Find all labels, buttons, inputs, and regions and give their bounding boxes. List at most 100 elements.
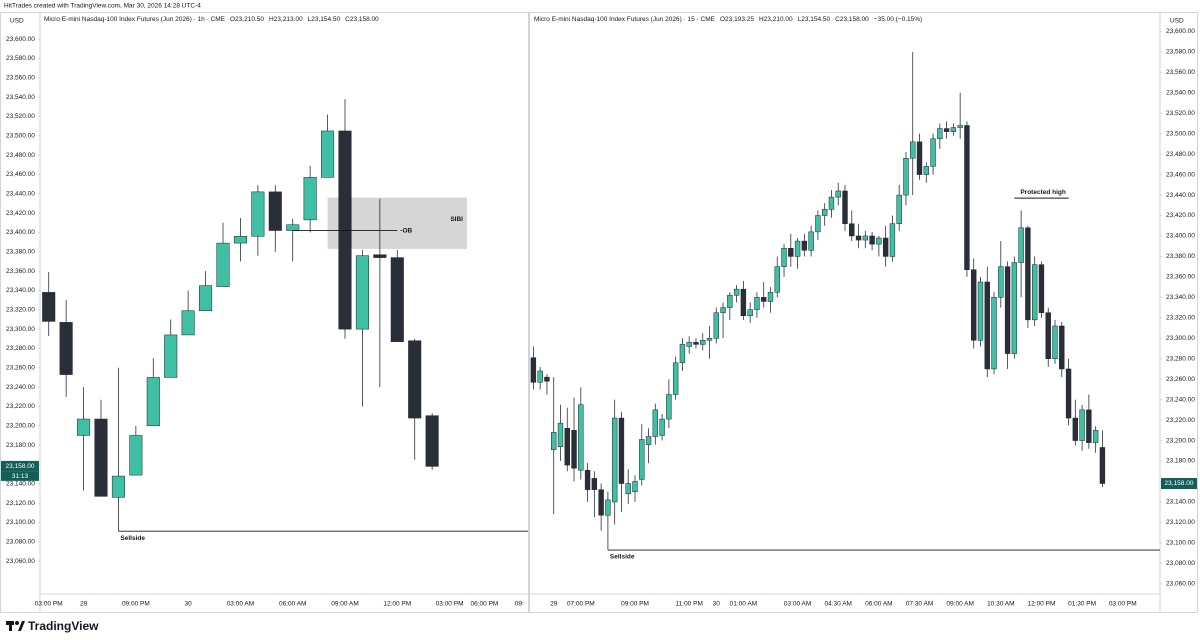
x-tick-label: 30 — [185, 601, 193, 608]
candle-body — [286, 224, 300, 231]
y-tick-label: 23,400.00 — [1166, 233, 1195, 240]
candle-body — [1065, 368, 1072, 419]
candle-body — [984, 281, 990, 370]
legend-value: O23,210.50 — [230, 16, 264, 23]
x-tick-label: 03:00 AM — [784, 601, 811, 608]
candle-body — [923, 166, 929, 175]
candle-body — [693, 342, 699, 345]
candle-body — [598, 489, 604, 516]
candle-body — [59, 322, 73, 375]
y-tick-label: 23,340.00 — [6, 287, 35, 294]
candle-body — [632, 481, 638, 492]
candle-body — [584, 469, 591, 490]
last-price-label: 23,158.00 — [1165, 480, 1194, 487]
candle-body — [950, 127, 957, 132]
candle-body — [578, 404, 584, 471]
candle-body — [808, 231, 814, 251]
candle-body — [199, 285, 213, 312]
legend-value: C23,158.00 — [835, 16, 869, 23]
y-tick-label: 23,460.00 — [6, 171, 35, 178]
y-tick-label: 23,320.00 — [6, 307, 35, 314]
y-tick-label: 23,460.00 — [1166, 171, 1195, 178]
x-tick-label: 09:00 PM — [621, 601, 649, 608]
candle-body — [774, 266, 780, 293]
level-label: Protected high — [1020, 189, 1066, 196]
candle-body — [551, 432, 557, 451]
candle-body — [564, 428, 570, 466]
candle-body — [164, 334, 178, 378]
y-tick-label: 23,180.00 — [6, 442, 35, 449]
y-tick-label: 23,120.00 — [6, 500, 35, 507]
candle-body — [747, 309, 753, 317]
candle-body — [181, 310, 195, 336]
candle-body — [544, 376, 550, 382]
candle-body — [842, 190, 848, 224]
candle-body — [943, 128, 950, 132]
y-tick-label: 23,220.00 — [6, 403, 35, 410]
candle-body — [977, 281, 984, 341]
candle-body — [425, 415, 439, 467]
y-tick-label: 23,080.00 — [6, 539, 35, 546]
y-tick-label: 23,520.00 — [6, 113, 35, 120]
candle-body — [862, 235, 869, 241]
y-tick-label: 23,360.00 — [1166, 274, 1195, 281]
candle-body — [216, 242, 230, 287]
candle-body — [1025, 227, 1031, 321]
candle-body — [373, 254, 387, 258]
legend-value: L23,154.50 — [308, 16, 341, 23]
candle-body — [937, 128, 943, 140]
level-label: Sellside — [610, 554, 635, 561]
last-price-label: 23,158.00 — [6, 463, 35, 470]
legend-value: H23,213.00 — [269, 16, 303, 23]
y-tick-label: 23,240.00 — [6, 384, 35, 391]
y-tick-label: 23,140.00 — [1166, 499, 1195, 506]
y-tick-label: 23,440.00 — [1166, 192, 1195, 199]
y-tick-label: 23,420.00 — [6, 210, 35, 217]
candle-body — [706, 338, 713, 341]
candle-body — [591, 478, 598, 490]
credit: HitTrades created with TradingView.com, … — [4, 3, 201, 10]
candle-body — [761, 297, 767, 302]
x-tick-label: 11:00 PM — [676, 601, 703, 608]
series-name: Micro E-mini Nasdaq-100 Index Futures (J… — [534, 16, 716, 23]
brand: TradingView — [28, 619, 99, 633]
plot-area — [530, 51, 1160, 551]
candle-body — [605, 499, 611, 516]
candle-body — [889, 223, 896, 257]
candle-body — [991, 297, 997, 370]
y-tick-label: 23,420.00 — [1166, 212, 1195, 219]
y-tick-label: 23,140.00 — [6, 481, 35, 488]
x-tick-label: 06:00 PM — [471, 601, 499, 608]
candle-body — [652, 409, 659, 437]
candle-body — [1099, 447, 1106, 484]
candle-body — [930, 138, 936, 167]
candle-body — [720, 307, 726, 313]
candle-body — [1045, 312, 1051, 359]
y-tick-label: 23,100.00 — [6, 519, 35, 526]
candle-body — [1004, 266, 1011, 354]
y-tick-label: 23,200.00 — [1166, 437, 1195, 444]
y-tick-label: 23,500.00 — [6, 133, 35, 140]
y-tick-label: 23,320.00 — [1166, 315, 1195, 322]
y-tick-label: 23,080.00 — [1166, 560, 1195, 567]
x-tick-label: 29 — [80, 601, 88, 608]
x-tick-label: 03:00 PM — [1109, 601, 1137, 608]
y-tick-label: 23,060.00 — [6, 558, 35, 565]
y-tick-label: 23,300.00 — [1166, 335, 1195, 342]
x-tick-label: 01:00 AM — [730, 601, 757, 608]
legend-value: H23,210.00 — [759, 16, 793, 23]
candle-body — [849, 223, 855, 237]
x-tick-label: 06:00 AM — [279, 601, 306, 608]
candle-body — [1031, 264, 1038, 321]
candle-body — [713, 312, 719, 339]
candle-body — [321, 130, 335, 178]
candle-body — [390, 257, 404, 342]
x-tick-label: 09:00 AM — [946, 601, 973, 608]
y-tick-label: 23,600.00 — [1166, 28, 1195, 35]
candle-body — [659, 418, 665, 436]
candle-body — [781, 248, 787, 267]
candle-body — [998, 266, 1004, 298]
x-tick-label: 06:00 AM — [865, 601, 892, 608]
candle-body — [537, 370, 543, 383]
candle-body — [855, 235, 862, 241]
